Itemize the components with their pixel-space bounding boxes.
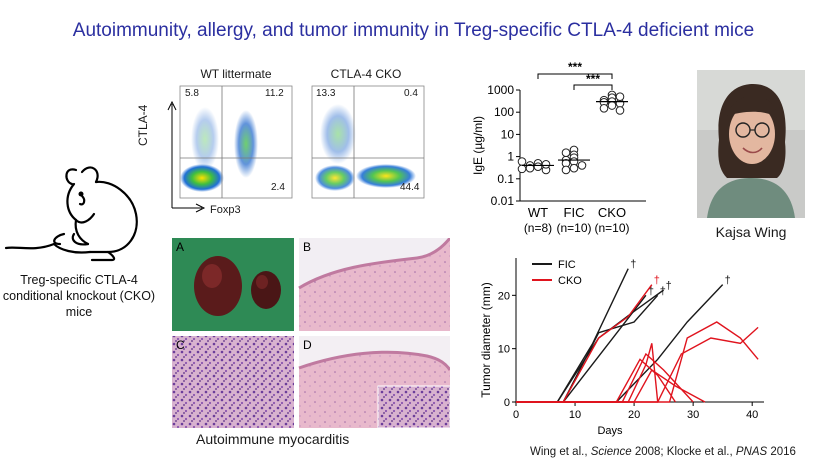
citation-text: Wing et al., <box>530 446 591 458</box>
x-category-label: CKO <box>598 205 626 220</box>
y-tick-label: 100 <box>494 105 514 119</box>
series-line <box>516 284 724 403</box>
histology-caption: Autoimmune myocarditis <box>196 431 350 447</box>
series-line <box>516 352 694 403</box>
data-point <box>615 92 625 101</box>
series-line <box>516 289 665 403</box>
y-tick-label: 1 <box>507 150 514 164</box>
y-axis-label: Tumor diameter (mm) <box>479 282 493 398</box>
histology-label: D <box>303 338 312 352</box>
person-name: Kajsa Wing <box>715 224 787 240</box>
x-category-label: FIC <box>564 205 585 220</box>
x-category-label: WT <box>528 205 548 220</box>
x-tick-label: 30 <box>687 409 699 421</box>
death-marker: † <box>630 259 636 271</box>
slide-title: Autoimmunity, allergy, and tumor immunit… <box>72 20 755 41</box>
histology-label: B <box>303 240 312 254</box>
histology-panel-c <box>172 336 294 428</box>
series-line <box>516 326 759 403</box>
mouse-caption-line: Treg-specific CTLA-4 <box>20 273 138 287</box>
quadrant-value: 44.4 <box>400 182 420 193</box>
data-point <box>599 103 609 113</box>
data-point <box>517 157 527 166</box>
histology-panel-d <box>298 336 450 428</box>
flow-panel-title: WT littermate <box>200 67 272 81</box>
legend-label: CKO <box>558 275 582 287</box>
x-tick-label: 10 <box>569 409 581 421</box>
y-tick-label: 10 <box>501 127 515 141</box>
death-marker: † <box>648 285 654 297</box>
x-axis-label: Days <box>597 425 623 437</box>
citation-journal: PNAS <box>735 446 768 458</box>
data-point <box>569 163 579 173</box>
quadrant-value: 0.4 <box>404 88 418 99</box>
x-category-n: (n=10) <box>594 221 629 235</box>
data-point <box>561 165 571 175</box>
y-axis-label: IgE (µg/ml) <box>471 116 485 175</box>
y-tick-label: 0.01 <box>491 194 515 208</box>
histology-panel-a <box>172 238 294 331</box>
citation-text: 2008; Klocke et al., <box>631 446 736 458</box>
flow-plot-wt <box>179 85 293 199</box>
histology-panels <box>172 238 450 428</box>
flow-panel-title: CTLA-4 CKO <box>330 67 402 81</box>
data-point <box>533 162 543 172</box>
data-point <box>517 164 527 174</box>
y-tick-label: 0 <box>504 397 510 409</box>
citation: Wing et al., Science 2008; Klocke et al.… <box>530 446 796 458</box>
quadrant-value: 2.4 <box>271 182 285 193</box>
death-marker: † <box>725 275 731 287</box>
data-point <box>541 159 551 169</box>
significance-bracket <box>537 73 613 79</box>
mouse-caption-line: conditional knockout (CKO) <box>2 289 156 303</box>
quadrant-value: 13.3 <box>316 88 336 99</box>
series-line <box>516 294 647 403</box>
flow-plots <box>167 85 425 213</box>
y-tick-label: 20 <box>498 290 510 302</box>
data-point <box>607 101 617 110</box>
x-category-n: (n=8) <box>524 221 552 235</box>
data-point <box>561 148 571 157</box>
x-tick-label: 20 <box>628 409 640 421</box>
flow-y-axis-label: CTLA-4 <box>136 104 150 146</box>
significance-label: *** <box>568 60 582 74</box>
data-point <box>577 161 587 170</box>
quadrant-value: 11.2 <box>265 88 284 99</box>
mouse-illustration <box>4 166 138 262</box>
significance-bracket <box>573 84 613 90</box>
mouse-caption: Treg-specific CTLA-4 conditional knockou… <box>0 272 158 320</box>
significance-label: *** <box>586 72 600 86</box>
histology-label: C <box>176 338 185 352</box>
death-marker: † <box>660 285 666 297</box>
citation-text: 2016 <box>767 446 796 458</box>
data-point <box>615 106 625 115</box>
y-tick-label: 10 <box>498 344 510 356</box>
x-tick-label: 40 <box>746 409 758 421</box>
quadrant-value: 5.8 <box>185 88 199 99</box>
y-tick-label: 1000 <box>487 83 514 97</box>
flow-x-axis-label: Foxp3 <box>210 204 241 216</box>
death-marker: † <box>654 275 660 287</box>
flow-plot-cko <box>311 85 425 199</box>
series-line <box>516 268 629 403</box>
histology-label: A <box>176 240 185 254</box>
histology-panel-b <box>298 238 450 331</box>
y-tick-label: 0.1 <box>497 172 514 186</box>
citation-journal: Science <box>590 446 632 458</box>
x-tick-label: 0 <box>513 409 519 421</box>
flow-axes <box>167 100 206 213</box>
x-category-n: (n=10) <box>556 221 591 235</box>
portrait-photo <box>697 70 805 218</box>
mouse-caption-line: mice <box>65 305 93 319</box>
death-marker: † <box>666 280 672 292</box>
series-line <box>516 321 759 403</box>
legend-label: FIC <box>558 259 576 271</box>
